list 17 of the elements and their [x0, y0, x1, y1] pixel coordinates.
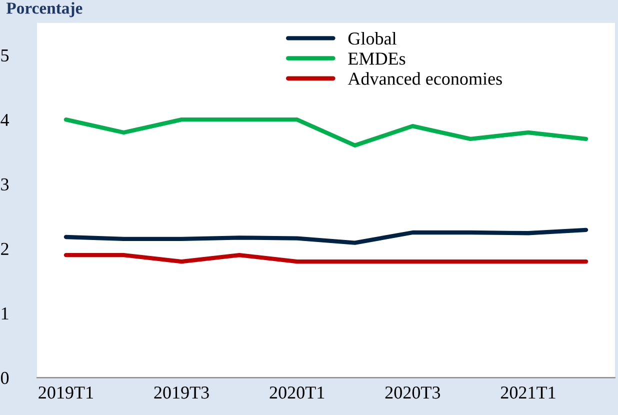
x-tick-label: 2019T3: [154, 386, 209, 399]
y-tick-label: 1: [2, 307, 8, 320]
y-tick-label: 3: [1, 178, 9, 191]
y-tick-label: 0: [0, 372, 9, 384]
y-axis-title: Porcentaje: [6, 2, 82, 18]
legend-label: Global: [348, 32, 396, 45]
x-tick-label: 2021T1: [500, 386, 556, 399]
y-tick-label: 5: [1, 50, 9, 62]
legend-label: Advanced economies: [348, 72, 502, 85]
x-tick-label: 2020T1: [270, 386, 324, 399]
line-series: [64, 118, 588, 148]
line-series: [64, 228, 588, 245]
x-tick-label: 2020T3: [385, 386, 440, 399]
y-tick-label: 2: [1, 242, 8, 255]
x-tick-label: 2019T1: [38, 386, 93, 399]
y-tick-label: 4: [0, 114, 10, 126]
legend-label: EMDEs: [348, 52, 406, 65]
